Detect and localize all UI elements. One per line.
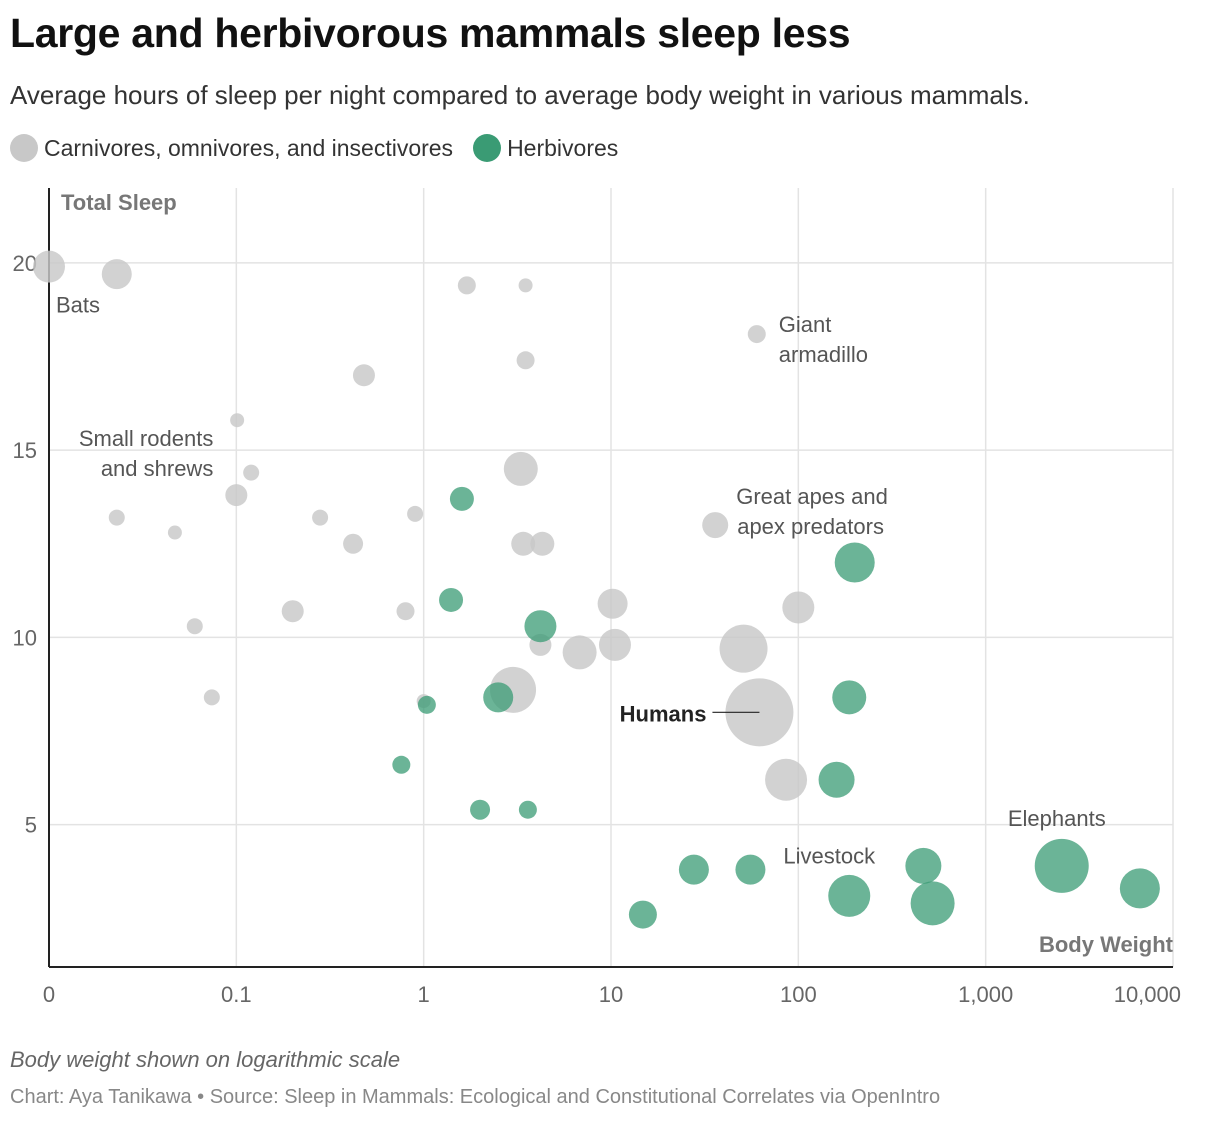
data-point-herbivore xyxy=(417,695,436,714)
source-credit: Chart: Aya Tanikawa • Source: Sleep in M… xyxy=(10,1086,941,1108)
data-point-herbivore xyxy=(449,486,474,511)
data-point-carnivore xyxy=(33,250,65,283)
x-axis-label: Body Weight xyxy=(1039,932,1174,957)
x-tick-label: 1,000 xyxy=(958,982,1013,1007)
legend-label-herbivores: Herbivores xyxy=(507,134,619,161)
data-point-herbivore xyxy=(1034,838,1089,893)
x-tick-label: 10 xyxy=(599,982,623,1007)
legend-item-carnivores: Carnivores, omnivores, and insectivores xyxy=(10,134,453,162)
legend-swatch-herbivores xyxy=(473,134,502,162)
data-point-carnivore xyxy=(782,591,815,624)
data-point-carnivore xyxy=(167,525,182,540)
data-point-carnivore xyxy=(503,451,538,486)
data-point-carnivore xyxy=(516,351,535,370)
x-tick-label: 0 xyxy=(43,982,55,1007)
data-point-herbivore xyxy=(828,874,871,917)
annotation-label: Elephants xyxy=(1008,806,1106,831)
data-point-herbivore xyxy=(910,881,955,926)
data-point-carnivore xyxy=(396,602,415,621)
data-point-herbivore xyxy=(834,542,875,583)
data-point-carnivore xyxy=(765,758,808,801)
data-point-herbivore xyxy=(905,847,942,884)
data-point-herbivore xyxy=(678,854,709,885)
x-tick-label: 0.1 xyxy=(221,982,252,1007)
data-point-carnivore xyxy=(518,278,533,293)
data-point-carnivore xyxy=(243,464,260,481)
data-point-herbivore xyxy=(735,854,766,885)
x-tick-label: 10,000 xyxy=(1114,982,1181,1007)
data-point-carnivore xyxy=(101,259,132,290)
annotation-label: Great apes and xyxy=(736,484,888,509)
data-point-carnivore xyxy=(511,531,536,556)
gridlines xyxy=(49,188,1174,967)
data-point-carnivore xyxy=(598,628,631,661)
data-point-herbivore xyxy=(439,587,464,612)
data-point-carnivore xyxy=(108,509,125,526)
data-point-herbivore xyxy=(628,900,657,929)
y-axis-label: Total Sleep xyxy=(61,190,177,215)
data-point-carnivore xyxy=(719,624,768,673)
data-point-carnivore xyxy=(281,600,304,623)
annotation-label: apex predators xyxy=(737,514,884,539)
legend: Carnivores, omnivores, and insectivores … xyxy=(10,134,638,162)
legend-swatch-carnivores xyxy=(10,134,38,162)
annotation-label: Livestock xyxy=(783,844,876,869)
data-point-carnivore xyxy=(230,413,245,428)
legend-item-herbivores: Herbivores xyxy=(473,134,618,162)
annotation-label: Giant xyxy=(779,312,832,337)
y-tick-label: 15 xyxy=(13,438,37,463)
chart-subtitle: Average hours of sleep per night compare… xyxy=(10,80,1030,110)
data-point-carnivore xyxy=(352,364,375,387)
tick-labels: 5 10 15 20 0 0.1 1 10 100 1,000 10,000 xyxy=(13,251,1181,1007)
annotation-label: Bats xyxy=(56,293,100,318)
footnote: Body weight shown on logarithmic scale xyxy=(10,1047,401,1072)
y-tick-label: 10 xyxy=(13,625,37,650)
data-point-carnivore xyxy=(597,588,628,619)
scatter-plot: Total Sleep Body Weight 5 10 15 20 0 0.1 1 10 100… xyxy=(13,188,1181,1007)
data-point-carnivore xyxy=(203,689,220,706)
data-point-herbivore xyxy=(524,610,557,643)
chart-title: Large and herbivorous mammals sleep less xyxy=(10,10,851,56)
legend-label-carnivores: Carnivores, omnivores, and insectivores xyxy=(44,134,454,161)
data-point-carnivore xyxy=(225,484,248,507)
y-tick-label: 5 xyxy=(25,813,37,838)
data-points xyxy=(33,250,1160,929)
data-point-herbivore xyxy=(392,755,411,774)
data-point-carnivore xyxy=(562,635,597,670)
annotation-label: armadillo xyxy=(779,342,868,367)
data-point-herbivore xyxy=(483,682,514,713)
data-point-carnivore xyxy=(747,325,766,344)
data-point-herbivore xyxy=(518,800,537,819)
axes: Total Sleep Body Weight xyxy=(48,188,1174,968)
annotations: Bats Giant armadillo Small rodents and shrew… xyxy=(56,293,1106,869)
annotation-label: Humans xyxy=(620,701,707,726)
data-point-herbivore xyxy=(1119,868,1160,909)
x-tick-label: 1 xyxy=(418,982,430,1007)
data-point-carnivore xyxy=(702,512,729,539)
data-point-herbivore xyxy=(832,680,867,715)
data-point-carnivore xyxy=(530,531,555,556)
data-point-carnivore xyxy=(343,533,364,554)
data-point-carnivore xyxy=(407,505,424,522)
x-tick-label: 100 xyxy=(780,982,817,1007)
data-point-carnivore xyxy=(186,618,203,635)
data-point-carnivore xyxy=(457,276,476,295)
data-point-herbivore xyxy=(818,761,855,798)
data-point-herbivore xyxy=(470,799,491,820)
annotation-label: Small rodents xyxy=(79,426,214,451)
annotation-label: and shrews xyxy=(101,456,214,481)
y-tick-label: 20 xyxy=(13,251,37,276)
data-point-carnivore xyxy=(312,509,329,526)
